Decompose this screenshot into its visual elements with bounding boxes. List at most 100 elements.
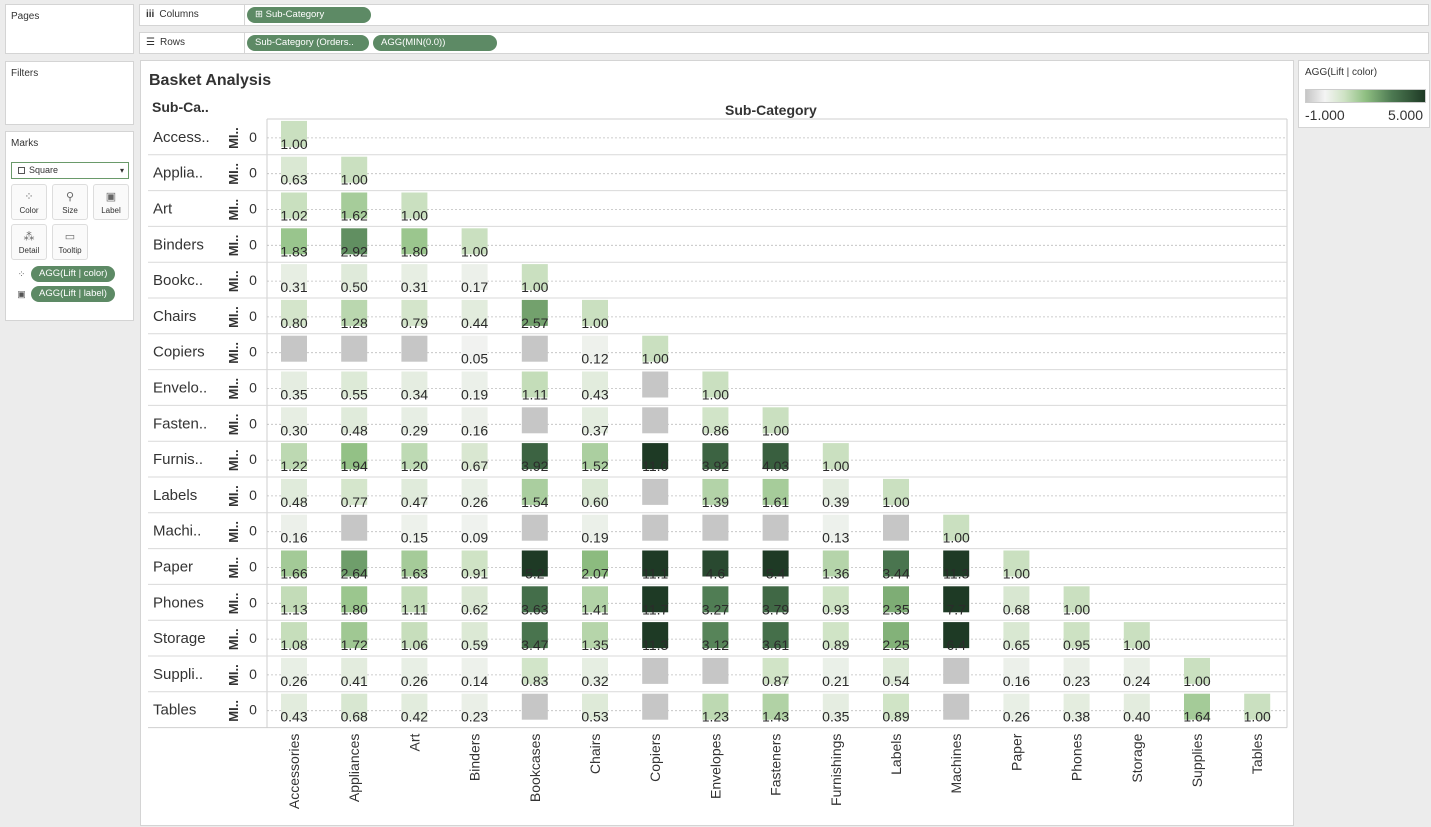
heatmap-cell <box>401 478 428 505</box>
cell-value-label: 0.62 <box>461 601 488 617</box>
zero-tick-label: 0 <box>249 630 257 646</box>
heatmap-cell <box>461 335 488 362</box>
heatmap-cell <box>1123 622 1150 649</box>
label-field-pill[interactable]: AGG(Lift | label) <box>31 286 115 302</box>
cell-value-label: 0.15 <box>401 530 428 546</box>
color-field-pill[interactable]: AGG(Lift | color) <box>31 266 116 282</box>
cell-value-label: 1.08 <box>280 637 307 653</box>
mark-type-dropdown[interactable]: Square ▾ <box>11 162 129 179</box>
heatmap-cell <box>822 657 849 684</box>
tooltip-button[interactable]: ▭ Tooltip <box>52 224 88 260</box>
pages-title: Pages <box>11 11 40 22</box>
heatmap-cell <box>401 228 428 255</box>
cell-value-label: 1.00 <box>1003 566 1030 582</box>
heatmap-cell <box>762 443 789 470</box>
label-button[interactable]: ▣ Label <box>93 184 129 220</box>
color-label: Color <box>19 206 39 215</box>
pages-panel[interactable]: Pages <box>5 4 134 54</box>
cell-value-label: 1.00 <box>581 315 608 331</box>
heatmap-cell <box>642 622 669 649</box>
heatmap-cell <box>1123 693 1150 720</box>
cell-value-label: 1.00 <box>702 387 729 403</box>
heatmap-cell <box>822 693 849 720</box>
rows-shelf[interactable]: ☰ Rows Sub-Category (Orders.. AGG(MIN(0.… <box>139 32 1429 54</box>
heatmap-cell <box>341 192 368 219</box>
cell-value-label: 0.39 <box>822 494 849 510</box>
heatmap-cell <box>582 550 608 577</box>
cell-value-label: 0.31 <box>280 279 307 295</box>
size-icon: ⚲ <box>65 191 75 203</box>
cell-value-label: 1.94 <box>341 458 368 474</box>
cell-value-label: 4.03 <box>762 458 789 474</box>
measure-axis-label: MI.. <box>226 557 241 579</box>
measure-axis-label: MI.. <box>226 664 241 686</box>
measure-axis-label: MI.. <box>226 700 241 722</box>
measure-axis-label: MI.. <box>226 163 241 185</box>
rows-pill-subcategory[interactable]: Sub-Category (Orders.. <box>247 35 369 51</box>
cell-value-label: 1.54 <box>521 494 548 510</box>
rows-icon: ☰ <box>146 37 155 48</box>
columns-shelf[interactable]: iii Columns ⊞ Sub-Category <box>139 4 1429 26</box>
column-label: Envelopes <box>707 734 723 799</box>
color-icon: ⁘ <box>24 191 34 203</box>
measure-axis-label: MI.. <box>226 414 241 436</box>
heatmap-cell <box>521 407 548 434</box>
cell-value-label: 0.93 <box>822 601 849 617</box>
cell-value-label: 2.57 <box>521 315 548 331</box>
chevron-down-icon: ▾ <box>119 166 124 175</box>
heatmap-cell <box>642 335 669 362</box>
cell-value-label: 3.47 <box>521 637 548 653</box>
cell-value-label: 0.16 <box>461 422 488 438</box>
heatmap-cell <box>702 586 729 613</box>
zero-tick-label: 0 <box>249 666 257 682</box>
heatmap-cell <box>281 299 307 326</box>
heatmap-cell <box>341 264 368 291</box>
heatmap-cell <box>582 693 608 720</box>
cell-value-label: 0.05 <box>461 351 488 367</box>
detail-label: Detail <box>18 246 40 255</box>
cell-value-label: 11.3 <box>642 637 668 653</box>
row-label: Access.. <box>153 129 210 146</box>
cell-value-label: 1.41 <box>581 601 608 617</box>
size-button[interactable]: ⚲ Size <box>52 184 88 220</box>
heatmap-cell <box>281 657 307 684</box>
color-field-row[interactable]: ⁘ AGG(Lift | color) <box>16 266 116 282</box>
heatmap-cell <box>281 371 307 398</box>
heatmap-cell <box>822 622 849 649</box>
row-header[interactable]: Sub-Ca.. <box>152 99 209 115</box>
color-legend[interactable]: AGG(Lift | color) -1.000 5.000 <box>1298 60 1430 128</box>
cell-value-label: 0.67 <box>461 458 488 474</box>
rows-pill-agg[interactable]: AGG(MIN(0.0)) <box>373 35 497 51</box>
cell-value-label: 0.35 <box>280 387 307 403</box>
cell-value-label: 1.64 <box>1183 709 1210 725</box>
heatmap-cell <box>1003 693 1030 720</box>
heatmap-cell <box>943 550 970 577</box>
heatmap-cell <box>582 622 608 649</box>
cell-value-label: 1.11 <box>522 387 548 403</box>
columns-pill-subcategory[interactable]: ⊞ Sub-Category <box>247 7 371 23</box>
filters-panel[interactable]: Filters <box>5 61 134 125</box>
heatmap-cell <box>281 478 307 505</box>
heatmap-cell <box>461 299 488 326</box>
heatmap-cell <box>1184 693 1210 720</box>
cell-value-label: 0.16 <box>1003 673 1030 689</box>
heatmap-cell <box>461 657 488 684</box>
heatmap-cell <box>281 335 307 362</box>
zero-tick-label: 0 <box>249 201 257 217</box>
column-label: Tables <box>1249 734 1265 774</box>
view-panel: Basket Analysis Sub-Ca.. Sub-Category Ac… <box>140 60 1294 826</box>
heatmap-cell <box>461 693 488 720</box>
cell-value-label: 2.07 <box>581 566 608 582</box>
heatmap-cell <box>702 478 729 505</box>
heatmap-cell <box>702 693 729 720</box>
detail-button[interactable]: ⁂ Detail <box>11 224 47 260</box>
cell-value-label: 2.64 <box>341 566 368 582</box>
rows-shelf-label: ☰ Rows <box>146 37 185 48</box>
color-button[interactable]: ⁘ Color <box>11 184 47 220</box>
cell-value-label: 1.00 <box>1183 673 1210 689</box>
heatmap-chart: Access.. MI.. 0 1.00 Applia.. MI.. 0 0.63 1.00 Ar… <box>148 118 1288 809</box>
cell-value-label: 0.65 <box>1003 637 1030 653</box>
column-header[interactable]: Sub-Category <box>725 102 817 118</box>
label-field-row[interactable]: ▣ AGG(Lift | label) <box>16 286 115 302</box>
heatmap-cell <box>582 371 608 398</box>
